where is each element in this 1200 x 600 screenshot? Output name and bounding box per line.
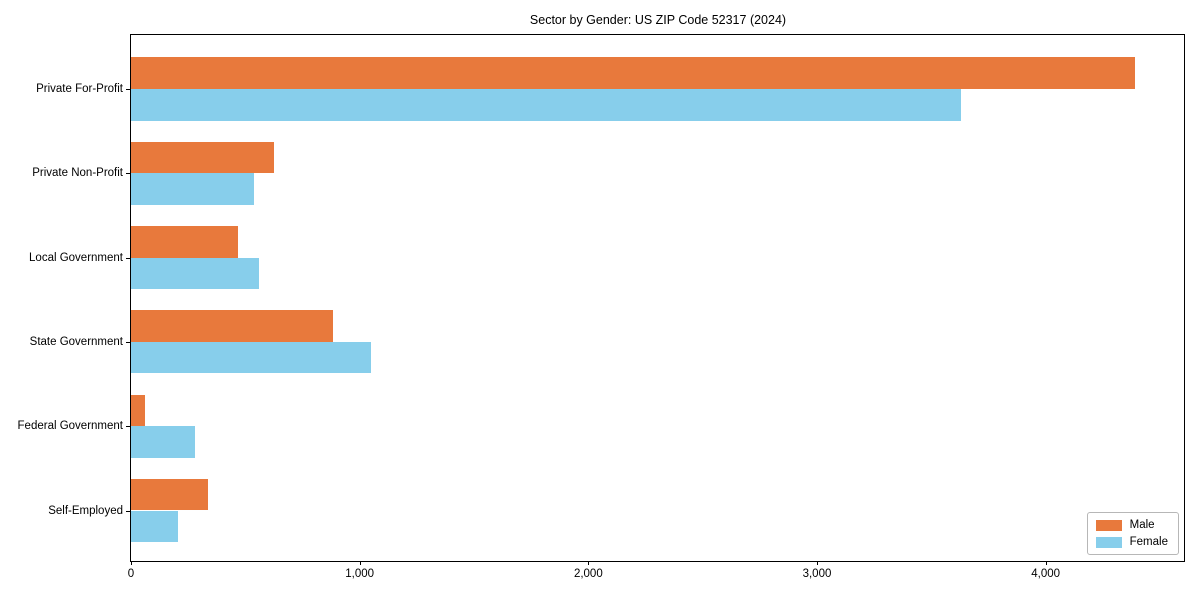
x-tick (816, 561, 818, 565)
bar-male-5 (131, 394, 145, 427)
x-tick (359, 561, 361, 565)
y-axis-label: Self-Employed (48, 504, 123, 517)
y-axis-label: Local Government (29, 251, 123, 264)
x-axis-label: 2,000 (573, 568, 603, 580)
bar-male-6 (131, 478, 208, 511)
bar-female-2 (131, 173, 255, 205)
legend-item-male: Male (1095, 519, 1168, 531)
bar-male-2 (131, 141, 274, 174)
x-tick (131, 561, 132, 565)
bar-female-6 (131, 510, 178, 543)
y-tick (126, 341, 130, 343)
y-axis-label: Federal Government (17, 420, 123, 433)
bar-female-4 (131, 341, 372, 374)
legend-label-female: Female (1129, 536, 1168, 548)
x-tick (1045, 561, 1047, 565)
bar-male-1 (131, 57, 1135, 89)
chart-title: Sector by Gender: US ZIP Code 52317 (202… (529, 13, 787, 27)
bar-male-4 (131, 310, 334, 342)
bar-female-1 (131, 89, 962, 121)
y-tick (126, 89, 130, 90)
y-axis-label: Private For-Profit (36, 83, 123, 95)
bar-female-3 (131, 257, 260, 290)
legend-swatch-female (1095, 536, 1122, 548)
y-axis-label: Private Non-Profit (32, 167, 123, 180)
y-tick (126, 510, 130, 512)
x-axis-label: 4,000 (1031, 568, 1061, 580)
plot-area: Male Female Private For-Profit Private Non… (18, 34, 1185, 580)
y-axis-label: State Government (29, 335, 123, 348)
x-axis-label: 3,000 (802, 568, 832, 580)
y-tick (126, 426, 130, 428)
x-axis-label: 1,000 (345, 568, 375, 580)
legend-swatch-male (1095, 519, 1122, 531)
y-tick (126, 173, 130, 175)
x-tick (588, 561, 590, 565)
legend: Male Female (1086, 512, 1179, 555)
x-axis-label: 0 (127, 568, 135, 580)
legend-item-female: Female (1095, 536, 1168, 548)
bar-male-3 (131, 226, 239, 258)
bar-female-5 (131, 426, 196, 458)
legend-label-male: Male (1129, 519, 1155, 531)
y-tick (126, 257, 130, 259)
